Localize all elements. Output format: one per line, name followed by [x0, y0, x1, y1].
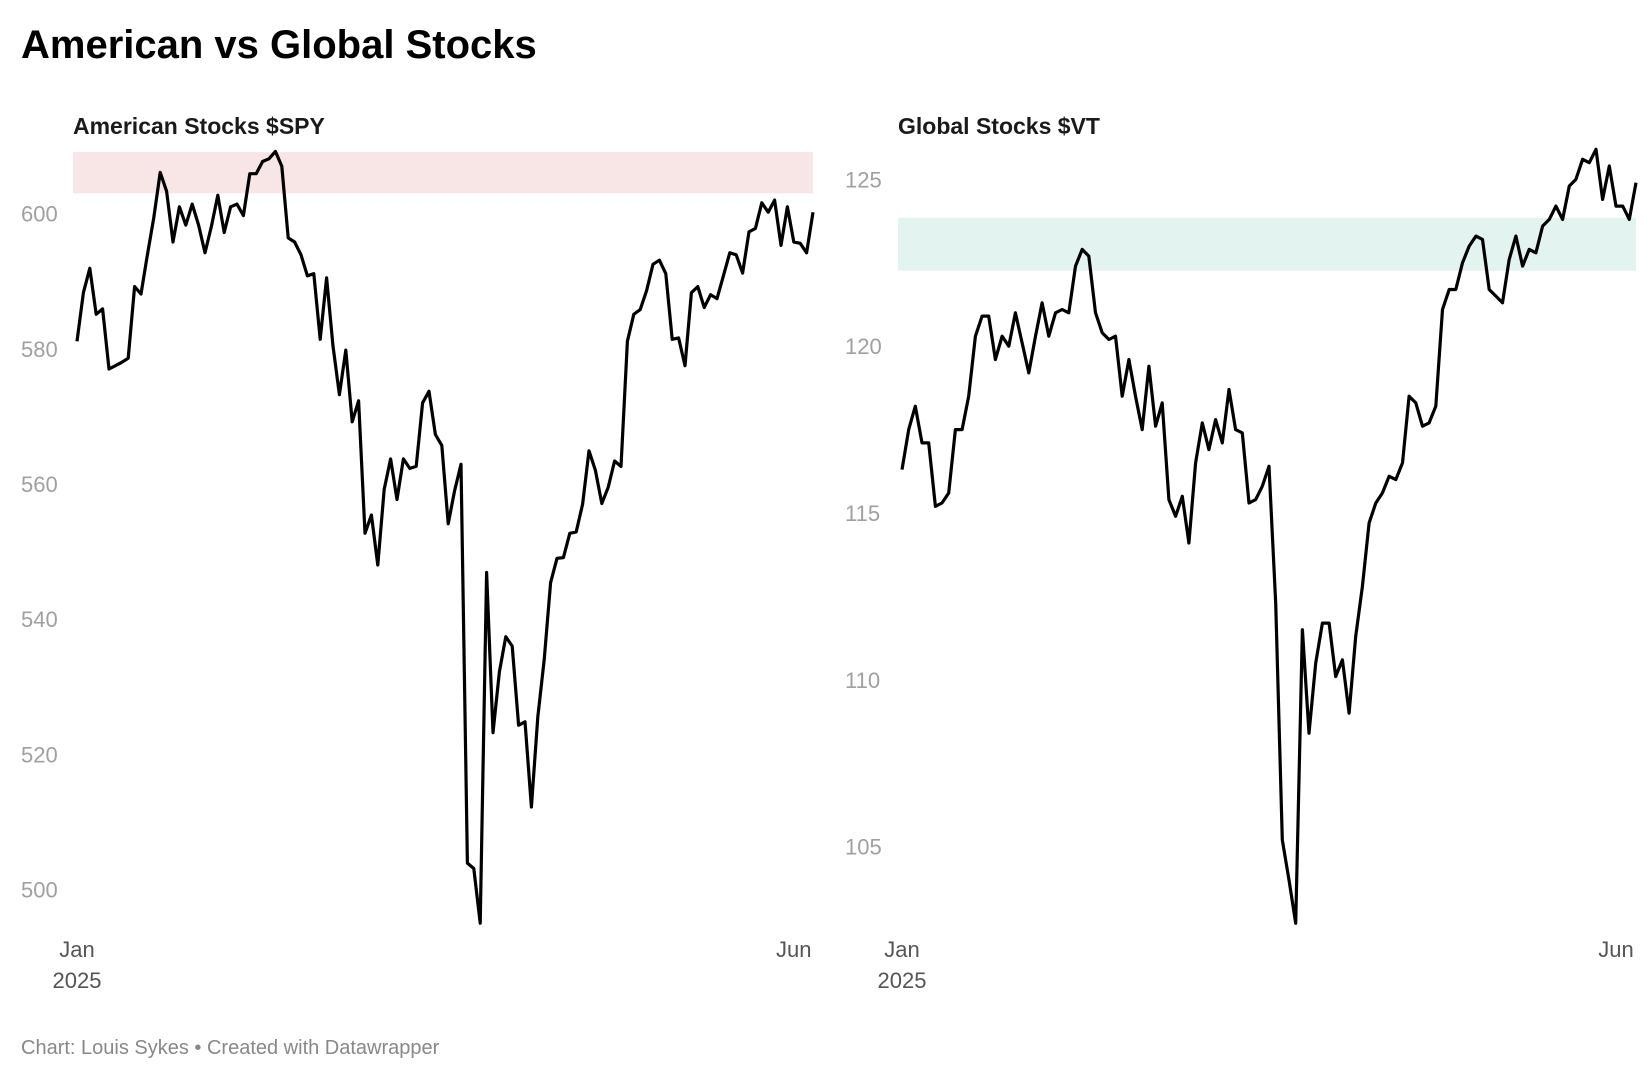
y-tick-label: 125 — [845, 167, 882, 192]
chart-title: American vs Global Stocks — [21, 23, 537, 67]
x-tick-label: Jan 2025 — [878, 937, 927, 993]
footer: Chart: Louis Sykes • Created with Datawr… — [21, 1037, 440, 1059]
chart-subtitle: American Stocks $SPY — [73, 113, 325, 139]
line — [900, 147, 1638, 925]
y-tick-label: 110 — [845, 668, 880, 693]
line — [75, 149, 815, 925]
highlight-band — [73, 152, 813, 194]
y-tick-label: 115 — [845, 501, 880, 526]
x-tick-label: Jan 2025 — [53, 937, 102, 993]
y-tick-label: 105 — [845, 835, 882, 860]
y-tick-label: 600 — [21, 202, 58, 227]
y-tick-label: 500 — [21, 877, 58, 902]
y-tick-label: 520 — [21, 742, 58, 767]
chart-subtitle: Global Stocks $VT — [898, 113, 1100, 139]
x-tick-label: Jun — [776, 937, 811, 962]
y-tick-label: 580 — [21, 337, 58, 362]
x-tick-label: Jun — [1598, 937, 1633, 962]
y-tick-label: 540 — [21, 607, 58, 632]
y-tick-label: 120 — [845, 334, 882, 359]
y-tick-label: 560 — [21, 472, 58, 497]
